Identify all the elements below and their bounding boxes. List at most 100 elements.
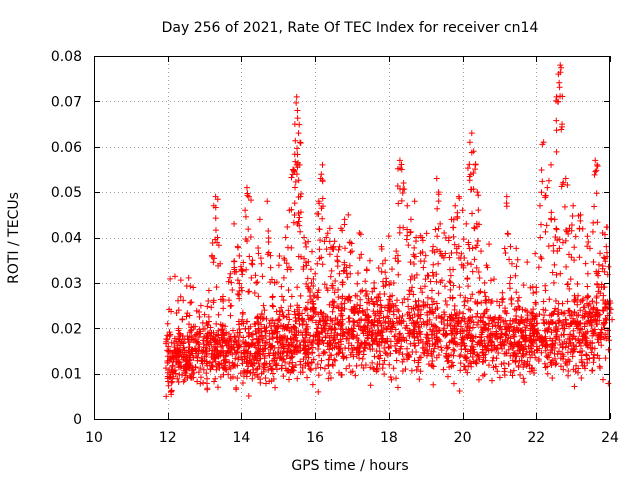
data-point	[334, 332, 341, 339]
data-point	[232, 334, 239, 341]
data-point	[297, 139, 304, 146]
data-point	[246, 357, 253, 364]
x-axis-title: GPS time / hours	[291, 458, 408, 474]
data-point	[441, 229, 448, 236]
data-point	[392, 255, 399, 262]
data-point	[467, 307, 474, 314]
data-point	[246, 343, 253, 350]
data-point	[549, 319, 556, 326]
data-point	[557, 355, 564, 362]
data-point	[262, 374, 269, 381]
data-point	[375, 264, 382, 271]
data-point	[448, 249, 455, 256]
data-point	[524, 259, 531, 266]
data-point	[183, 282, 190, 289]
data-point	[263, 380, 270, 387]
data-point	[285, 307, 292, 314]
data-point	[186, 365, 193, 372]
data-point	[298, 190, 305, 197]
data-point	[605, 380, 612, 387]
data-point	[307, 315, 314, 322]
data-point	[388, 376, 395, 383]
data-point	[490, 316, 497, 323]
data-point	[469, 324, 476, 331]
data-point	[182, 362, 189, 369]
data-point	[476, 356, 483, 363]
data-point	[409, 314, 416, 321]
data-point	[329, 308, 336, 315]
data-point	[415, 303, 422, 310]
data-point	[454, 213, 461, 220]
data-point	[445, 344, 452, 351]
data-point	[449, 295, 456, 302]
data-point	[559, 93, 566, 100]
data-point	[522, 327, 529, 334]
data-point	[356, 229, 363, 236]
data-point	[516, 357, 523, 364]
data-point	[329, 361, 336, 368]
data-point	[590, 219, 597, 226]
data-point	[483, 299, 490, 306]
y-tick-label: 0.03	[51, 276, 82, 292]
data-point	[280, 274, 287, 281]
data-point	[315, 311, 322, 318]
data-point	[330, 304, 337, 311]
data-point	[389, 324, 396, 331]
data-point	[231, 258, 238, 265]
y-tick-label: 0.04	[51, 231, 82, 247]
data-point	[364, 334, 371, 341]
data-point	[539, 334, 546, 341]
data-point	[588, 322, 595, 329]
data-point	[603, 249, 610, 256]
data-point	[326, 346, 333, 353]
data-point	[598, 333, 605, 340]
data-point	[544, 184, 551, 191]
data-point	[577, 217, 584, 224]
data-point	[385, 233, 392, 240]
data-point	[275, 262, 282, 269]
y-tick-labels: 0 0.01 0.02 0.03 0.04 0.05 0.06 0.07 0.08	[51, 49, 82, 428]
data-point	[457, 360, 464, 367]
data-point	[530, 289, 537, 296]
data-point	[208, 330, 215, 337]
data-point	[249, 336, 256, 343]
data-point	[569, 213, 576, 220]
data-point	[240, 259, 247, 266]
data-point	[466, 358, 473, 365]
data-point	[318, 205, 325, 212]
data-point	[457, 351, 464, 358]
data-point	[428, 295, 435, 302]
data-point	[244, 190, 251, 197]
data-point	[532, 300, 539, 307]
data-point	[290, 323, 297, 330]
data-point	[584, 233, 591, 240]
data-point	[165, 348, 172, 355]
data-point	[225, 371, 232, 378]
data-point	[431, 345, 438, 352]
data-point	[339, 279, 346, 286]
data-point	[407, 228, 414, 235]
data-point	[466, 327, 473, 334]
data-point	[394, 297, 401, 304]
data-point	[464, 369, 471, 376]
data-point	[512, 317, 519, 324]
data-point	[248, 274, 255, 281]
data-point	[464, 324, 471, 331]
data-point	[363, 267, 370, 274]
data-point	[491, 276, 498, 283]
data-point	[571, 309, 578, 316]
data-point	[499, 299, 506, 306]
data-point	[430, 243, 437, 250]
data-point	[441, 309, 448, 316]
data-point	[507, 285, 514, 292]
data-point	[424, 346, 431, 353]
data-point	[338, 308, 345, 315]
data-point	[300, 266, 307, 273]
data-point	[255, 293, 262, 300]
data-point	[225, 344, 232, 351]
data-point	[424, 272, 431, 279]
data-point	[336, 243, 343, 250]
data-point	[400, 224, 407, 231]
data-point	[564, 182, 571, 189]
data-point	[185, 321, 192, 328]
